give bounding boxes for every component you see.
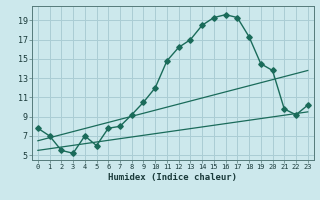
X-axis label: Humidex (Indice chaleur): Humidex (Indice chaleur) [108,173,237,182]
